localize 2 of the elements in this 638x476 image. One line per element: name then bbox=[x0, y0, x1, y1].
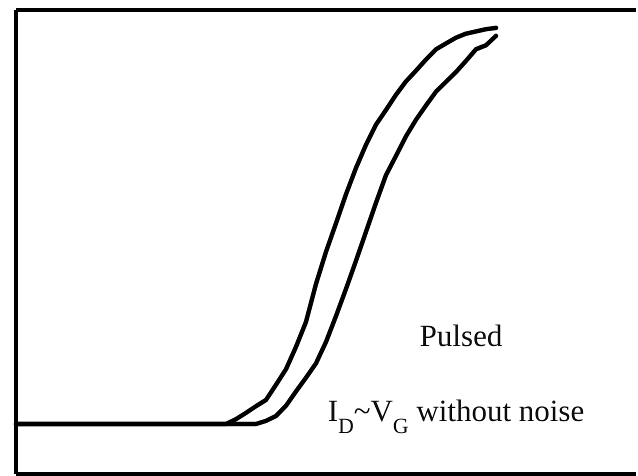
annotation: Pulsed bbox=[420, 318, 503, 353]
annotation: I$_{D}$~V$_{G}$ without noise bbox=[328, 393, 584, 438]
